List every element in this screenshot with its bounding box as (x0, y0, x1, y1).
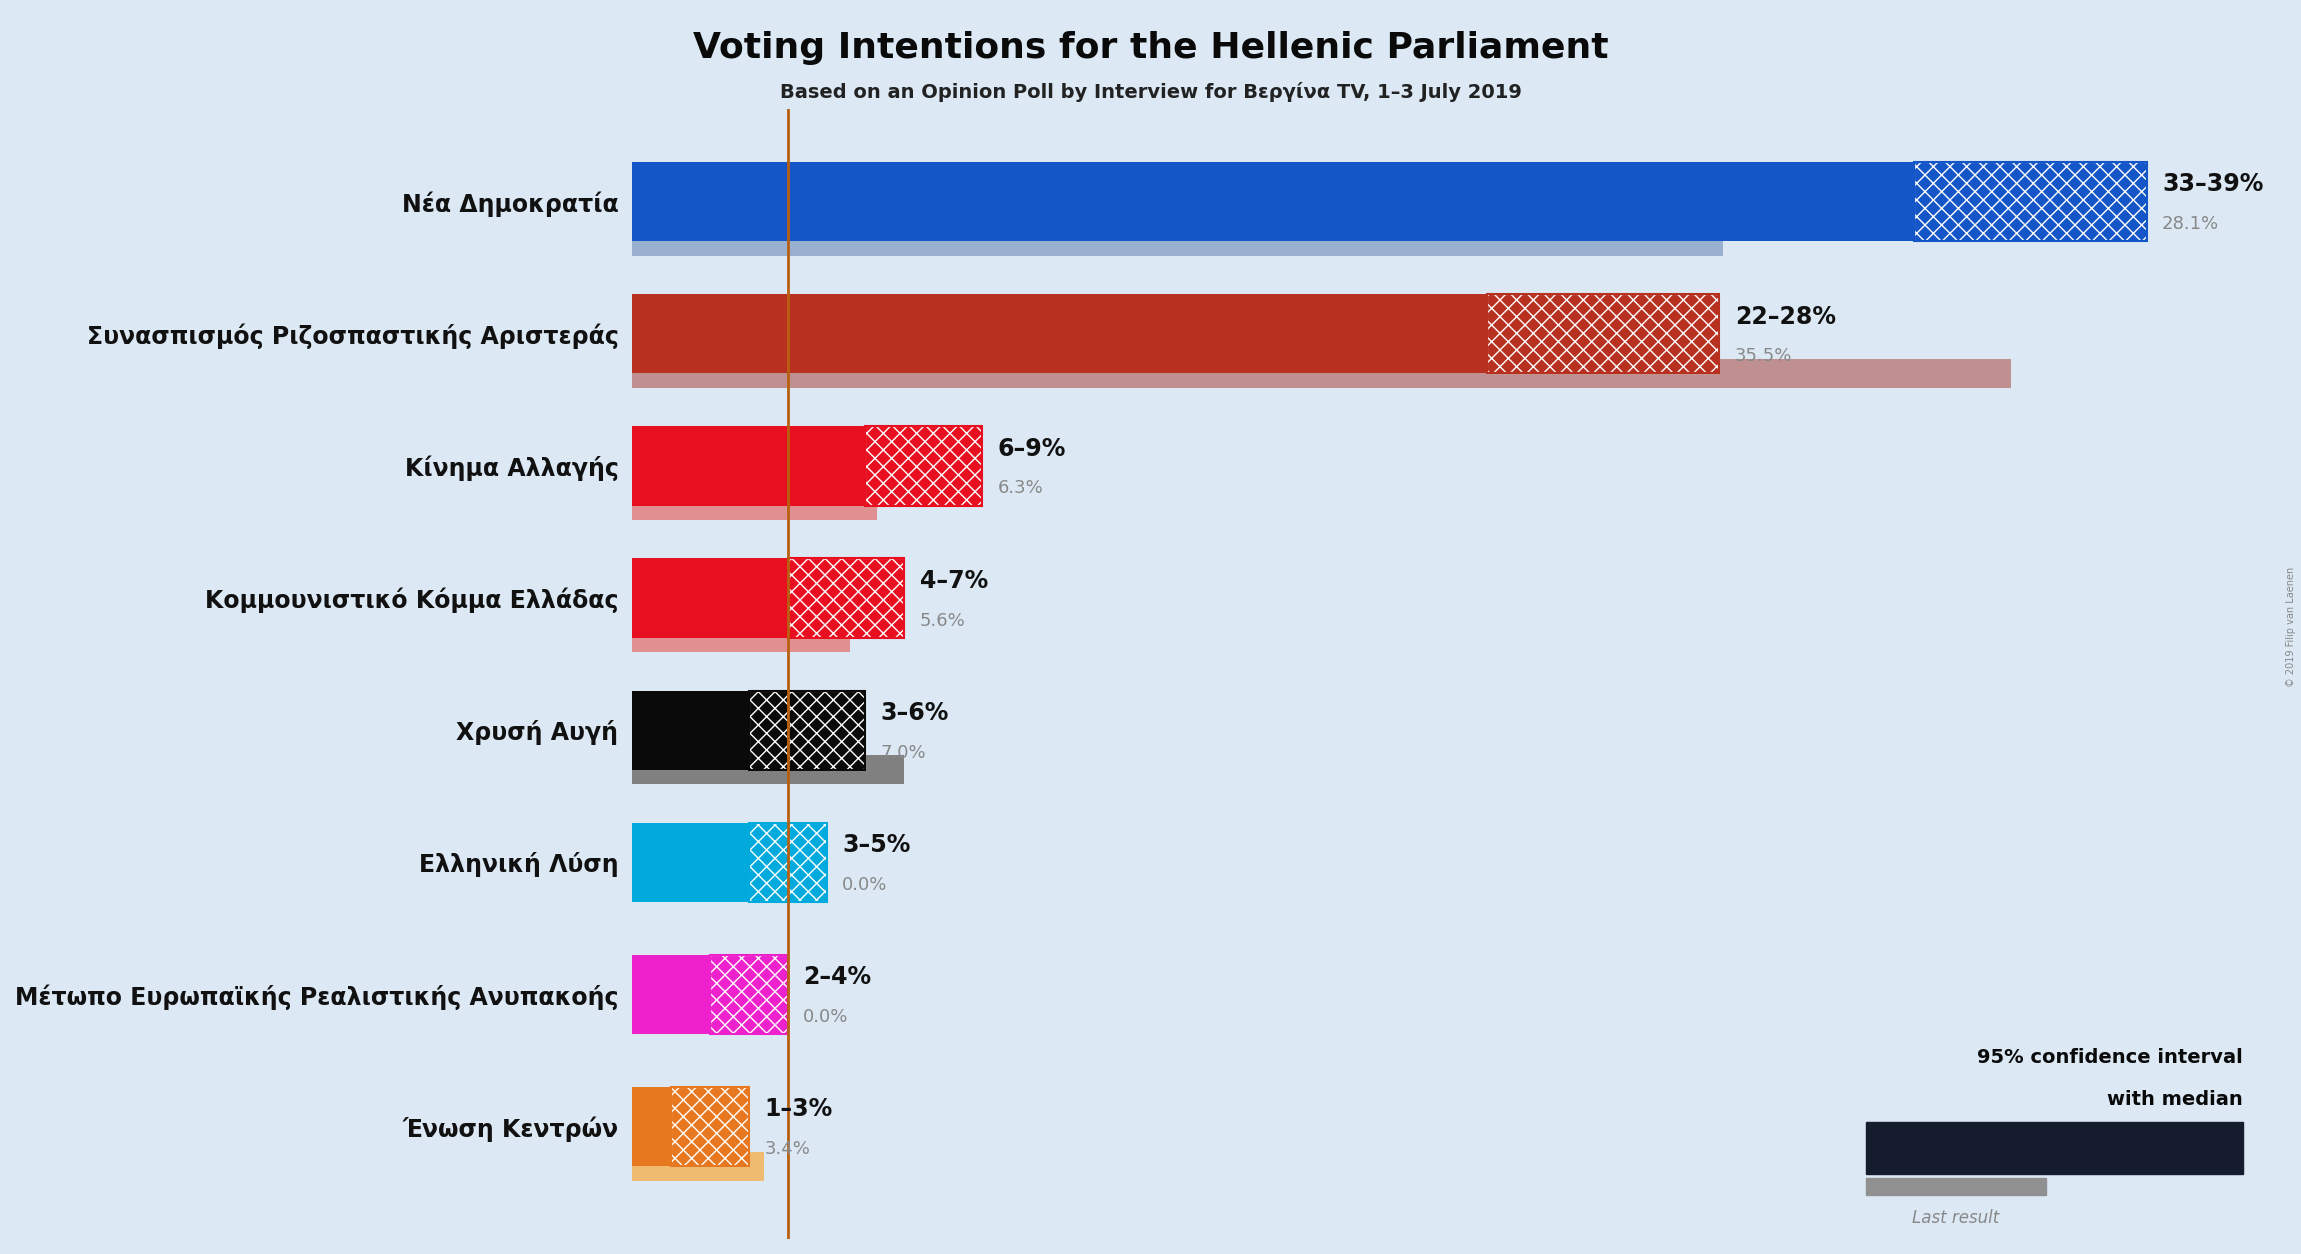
Bar (787, 558, 904, 638)
Bar (748, 691, 865, 770)
Text: 3.4%: 3.4% (764, 1140, 810, 1159)
Text: 2–4%: 2–4% (803, 966, 872, 989)
Bar (633, 691, 748, 770)
Text: with median: with median (2108, 1090, 2243, 1109)
Bar (1914, 162, 2147, 241)
Bar (787, 558, 904, 638)
Bar (748, 691, 865, 770)
Bar (633, 1087, 672, 1166)
Bar (748, 823, 826, 902)
Text: 7.0%: 7.0% (881, 744, 927, 761)
Text: Based on an Opinion Poll by Interview for Βεργίνα TV, 1–3 July 2019: Based on an Opinion Poll by Interview fo… (780, 82, 1521, 102)
Text: 6–9%: 6–9% (996, 436, 1065, 460)
Bar (633, 295, 1486, 374)
Text: 33–39%: 33–39% (2163, 172, 2264, 197)
Bar (672, 1087, 748, 1166)
Text: 6.3%: 6.3% (996, 479, 1042, 498)
Text: 0.0%: 0.0% (803, 1008, 849, 1026)
Bar (711, 954, 787, 1035)
Bar (1486, 295, 1719, 374)
Bar (1914, 162, 2147, 241)
Bar (633, 492, 877, 520)
Bar (748, 823, 826, 902)
Text: 1–3%: 1–3% (764, 1097, 833, 1121)
Bar (633, 359, 2011, 387)
Bar (2105, 1121, 2243, 1174)
Bar (633, 823, 748, 902)
Text: 95% confidence interval: 95% confidence interval (1977, 1048, 2243, 1067)
Bar (672, 1087, 748, 1166)
Bar (633, 755, 904, 784)
Bar (787, 558, 904, 638)
Bar (2105, 1121, 2243, 1174)
Text: 22–28%: 22–28% (1735, 305, 1836, 329)
Text: 3–5%: 3–5% (842, 833, 911, 858)
Bar (633, 162, 1914, 241)
Text: 0.0%: 0.0% (842, 875, 888, 894)
Bar (1486, 295, 1719, 374)
Bar (1866, 1121, 2105, 1174)
Bar (748, 823, 826, 902)
Text: 3–6%: 3–6% (881, 701, 950, 725)
Bar (633, 623, 849, 652)
Bar (2105, 1121, 2243, 1174)
Bar (865, 426, 983, 505)
Text: 5.6%: 5.6% (920, 612, 966, 630)
Bar (633, 1151, 764, 1181)
Bar (633, 426, 865, 505)
Text: © 2019 Filip van Laenen: © 2019 Filip van Laenen (2287, 567, 2296, 687)
Text: 28.1%: 28.1% (2163, 214, 2218, 233)
Bar (1914, 162, 2147, 241)
Bar (865, 426, 983, 505)
Bar (711, 954, 787, 1035)
Bar (633, 954, 711, 1035)
Text: 4–7%: 4–7% (920, 569, 987, 593)
Bar (672, 1087, 748, 1166)
Text: Voting Intentions for the Hellenic Parliament: Voting Intentions for the Hellenic Parli… (693, 31, 1608, 65)
Bar (748, 691, 865, 770)
Bar (865, 426, 983, 505)
Bar (711, 954, 787, 1035)
Text: 35.5%: 35.5% (1735, 347, 1792, 365)
Bar (633, 558, 787, 638)
Bar (1486, 295, 1719, 374)
Bar (1866, 1178, 2046, 1195)
Text: Last result: Last result (1912, 1209, 2000, 1228)
Bar (633, 227, 1723, 256)
